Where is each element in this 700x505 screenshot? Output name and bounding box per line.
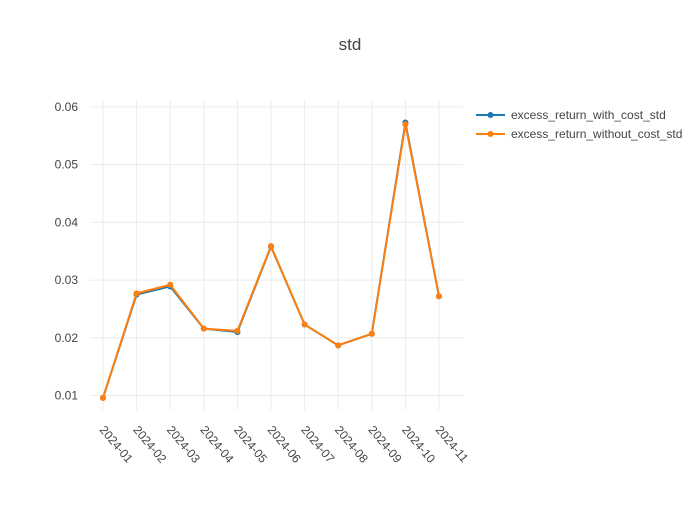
series-2 [100, 121, 442, 401]
gridlines [90, 100, 463, 410]
x-tick-label: 2024-08 [332, 423, 371, 466]
x-tick-label: 2024-02 [130, 423, 169, 466]
y-tick-label: 0.04 [55, 215, 79, 229]
x-axis-ticks: 2024-012024-022024-032024-042024-052024-… [97, 423, 472, 466]
x-tick-label: 2024-04 [198, 423, 237, 466]
legend-label: excess_return_with_cost_std [511, 108, 666, 122]
x-tick-label: 2024-01 [97, 423, 136, 466]
data-point [368, 330, 375, 337]
series-layer [100, 119, 442, 401]
data-point [436, 293, 442, 300]
data-point [167, 281, 174, 288]
legend-marker [487, 131, 494, 137]
y-tick-label: 0.06 [55, 100, 79, 114]
x-tick-label: 2024-05 [231, 423, 270, 466]
data-point [234, 327, 241, 334]
data-point [100, 394, 106, 401]
y-tick-label: 0.01 [55, 389, 79, 403]
data-point [133, 290, 140, 297]
legend-marker [487, 112, 494, 118]
y-tick-label: 0.02 [55, 331, 79, 345]
data-point [301, 321, 308, 328]
legend-item[interactable]: excess_return_without_cost_std [476, 127, 682, 141]
data-point [200, 325, 207, 332]
data-point [335, 342, 342, 349]
y-tick-label: 0.05 [55, 158, 79, 172]
legend-item[interactable]: excess_return_with_cost_std [476, 108, 666, 122]
y-axis-ticks: 0.01 0.02 0.03 0.04 0.05 0.06 [55, 100, 79, 403]
x-tick-label: 2024-07 [298, 423, 337, 466]
data-point [268, 243, 274, 250]
x-tick-label: 2024-06 [265, 423, 304, 466]
legend[interactable]: excess_return_with_cost_std excess_return… [476, 108, 682, 141]
data-point [402, 121, 409, 128]
x-tick-label: 2024-03 [164, 423, 203, 466]
x-tick-label: 2024-11 [433, 423, 472, 465]
legend-label: excess_return_without_cost_std [511, 127, 682, 141]
x-tick-label: 2024-10 [399, 423, 438, 466]
chart-title: std [339, 35, 362, 54]
y-tick-label: 0.03 [55, 273, 79, 287]
x-tick-label: 2024-09 [366, 423, 405, 466]
